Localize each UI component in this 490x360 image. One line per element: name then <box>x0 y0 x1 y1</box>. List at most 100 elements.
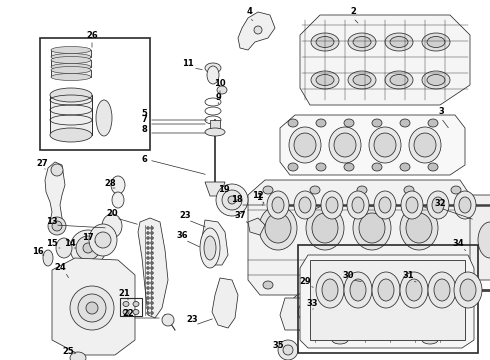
Ellipse shape <box>316 36 334 48</box>
Ellipse shape <box>390 36 408 48</box>
Ellipse shape <box>207 66 219 84</box>
Ellipse shape <box>451 186 461 194</box>
Circle shape <box>147 306 149 310</box>
Ellipse shape <box>332 336 348 344</box>
Text: 29: 29 <box>299 278 311 287</box>
Text: 2: 2 <box>350 8 356 17</box>
Ellipse shape <box>299 197 311 213</box>
Circle shape <box>76 236 100 260</box>
Ellipse shape <box>344 119 354 127</box>
Ellipse shape <box>133 310 139 315</box>
Circle shape <box>147 237 149 239</box>
Text: 28: 28 <box>104 179 116 188</box>
Ellipse shape <box>321 191 343 219</box>
Polygon shape <box>238 12 275 50</box>
Circle shape <box>162 314 174 326</box>
Ellipse shape <box>400 163 410 171</box>
Text: 1: 1 <box>256 194 262 202</box>
Ellipse shape <box>289 127 321 163</box>
Circle shape <box>70 286 114 330</box>
Ellipse shape <box>306 206 344 250</box>
Circle shape <box>278 340 298 360</box>
Text: 10: 10 <box>214 78 226 87</box>
Ellipse shape <box>409 127 441 163</box>
Circle shape <box>147 271 149 274</box>
Text: 32: 32 <box>434 198 446 207</box>
Ellipse shape <box>400 272 428 308</box>
Ellipse shape <box>400 206 438 250</box>
Circle shape <box>147 311 149 315</box>
Text: 37: 37 <box>234 211 246 220</box>
Ellipse shape <box>359 276 381 304</box>
Text: 9: 9 <box>215 94 221 103</box>
Circle shape <box>150 247 153 249</box>
Ellipse shape <box>272 197 284 213</box>
Circle shape <box>70 230 106 266</box>
Bar <box>51 50 91 57</box>
Circle shape <box>228 196 236 204</box>
Ellipse shape <box>427 191 449 219</box>
Ellipse shape <box>459 197 471 213</box>
Ellipse shape <box>217 86 227 94</box>
Circle shape <box>52 221 62 231</box>
Circle shape <box>51 164 63 176</box>
Polygon shape <box>52 258 135 355</box>
Polygon shape <box>248 180 472 295</box>
Ellipse shape <box>334 133 356 157</box>
Ellipse shape <box>454 191 476 219</box>
Text: 22: 22 <box>122 309 134 318</box>
Circle shape <box>150 311 153 315</box>
Ellipse shape <box>96 100 112 136</box>
Ellipse shape <box>263 281 273 289</box>
Polygon shape <box>300 255 474 348</box>
Ellipse shape <box>267 191 289 219</box>
Text: 12: 12 <box>252 190 264 199</box>
Ellipse shape <box>51 54 91 60</box>
Circle shape <box>147 302 149 305</box>
Ellipse shape <box>353 206 391 250</box>
Ellipse shape <box>102 214 122 238</box>
Circle shape <box>150 237 153 239</box>
Ellipse shape <box>70 352 86 360</box>
Text: 11: 11 <box>182 58 194 68</box>
Text: 18: 18 <box>231 195 243 204</box>
Ellipse shape <box>329 127 361 163</box>
Ellipse shape <box>322 279 338 301</box>
Text: 25: 25 <box>62 346 74 356</box>
Ellipse shape <box>133 302 139 306</box>
Polygon shape <box>280 115 465 175</box>
Polygon shape <box>248 218 265 235</box>
Ellipse shape <box>353 75 371 85</box>
Ellipse shape <box>400 119 410 127</box>
Ellipse shape <box>51 73 91 81</box>
Text: 27: 27 <box>36 158 48 167</box>
Ellipse shape <box>348 71 376 89</box>
Text: 15: 15 <box>46 239 58 248</box>
Ellipse shape <box>111 176 125 194</box>
Ellipse shape <box>51 67 91 73</box>
Ellipse shape <box>372 163 382 171</box>
Ellipse shape <box>200 228 220 268</box>
Text: 21: 21 <box>118 289 130 298</box>
Ellipse shape <box>43 250 53 266</box>
Text: 30: 30 <box>342 270 354 279</box>
Ellipse shape <box>374 133 396 157</box>
Ellipse shape <box>316 272 344 308</box>
Bar <box>51 60 91 67</box>
Bar <box>50 95 92 135</box>
Circle shape <box>150 242 153 244</box>
Polygon shape <box>470 195 490 280</box>
Ellipse shape <box>412 280 428 300</box>
Circle shape <box>147 252 149 255</box>
Bar <box>298 245 478 353</box>
Text: 34: 34 <box>452 238 464 248</box>
Circle shape <box>302 274 334 306</box>
Circle shape <box>303 307 313 317</box>
Text: 4: 4 <box>246 8 252 17</box>
Text: 17: 17 <box>82 234 94 243</box>
Circle shape <box>147 242 149 244</box>
Ellipse shape <box>390 75 408 85</box>
Ellipse shape <box>404 186 414 194</box>
Ellipse shape <box>288 163 298 171</box>
Circle shape <box>150 266 153 270</box>
